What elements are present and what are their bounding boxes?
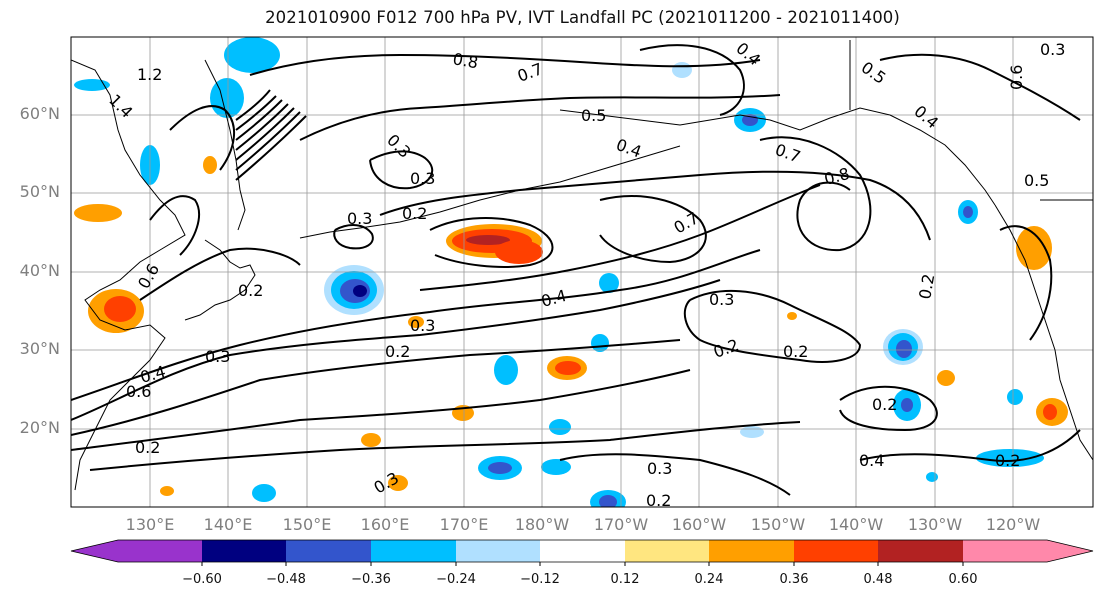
colorbar-extend-high <box>1047 540 1093 562</box>
colorbar-bin <box>625 540 709 562</box>
contour-label: 0.3 <box>647 459 672 478</box>
colorbar-tick-label: −0.60 <box>182 572 222 587</box>
colorbar-tick-label: 0.12 <box>610 572 640 587</box>
lon-label: 130°W <box>907 515 963 534</box>
contour-label: 0.3 <box>205 347 230 366</box>
lon-label: 160°W <box>671 515 727 534</box>
lon-label: 140°W <box>828 515 884 534</box>
colorbar-outline <box>70 539 1094 563</box>
contour-label: 0.4 <box>859 451 884 470</box>
contour-label: 0.2 <box>872 395 897 414</box>
contour-label: 0.2 <box>995 451 1020 470</box>
contour-label: 0.3 <box>410 316 435 335</box>
contour-label: 0.3 <box>347 209 372 228</box>
colorbar-tick-label: −0.48 <box>266 572 306 587</box>
colorbar <box>70 539 1094 566</box>
contour-label: 0.3 <box>1040 40 1065 59</box>
colorbar-tick-label: −0.36 <box>351 572 391 587</box>
plot-frame <box>70 36 1094 508</box>
contour-label: 0.2 <box>646 491 671 510</box>
colorbar-bin <box>286 540 371 562</box>
negative-anomaly-patches <box>74 37 1044 507</box>
lon-label: 120°W <box>985 515 1041 534</box>
colorbar-bin <box>794 540 878 562</box>
lon-label: 170°E <box>439 515 489 534</box>
contour-label: 0.2 <box>402 204 427 223</box>
aleutian-islands <box>299 145 681 239</box>
colorbar-tick-label: −0.12 <box>520 572 560 587</box>
colorbar-bin <box>963 540 1047 562</box>
lon-label: 160°E <box>360 515 410 534</box>
contour-label: 0.2 <box>915 272 938 300</box>
contour-label: 0.3 <box>410 169 435 188</box>
contour-label: 0.2 <box>385 342 410 361</box>
lon-label: 150°W <box>750 515 806 534</box>
lon-label: 170°W <box>593 515 649 534</box>
contour-label: 0.6 <box>126 382 151 401</box>
colorbar-extend-low <box>71 540 118 562</box>
map-title: 2021010900 F012 700 hPa PV, IVT Landfall… <box>265 8 900 27</box>
lat-label: 60°N <box>19 104 60 123</box>
colorbar-bin <box>202 540 286 562</box>
colorbar-tick-label: 0.36 <box>779 572 809 587</box>
lat-label: 30°N <box>19 339 60 358</box>
colorbar-bin <box>878 540 963 562</box>
coastlines <box>71 40 1093 491</box>
contour-label: 0.5 <box>581 106 606 125</box>
lat-label: 40°N <box>19 261 60 280</box>
lon-label: 150°E <box>282 515 332 534</box>
colorbar-tick-label: 0.60 <box>948 572 978 587</box>
colorbar-bin <box>456 540 540 562</box>
contour-label: 0.5 <box>1024 171 1049 190</box>
contour-label: 1.2 <box>137 65 162 84</box>
contour-label: 0.3 <box>709 290 734 309</box>
colorbar-tick-label: 0.48 <box>863 572 893 587</box>
colorbar-bin <box>371 540 456 562</box>
pv-contours <box>71 44 1081 496</box>
contour-label: 0.2 <box>783 342 808 361</box>
colorbar-bin <box>540 540 625 562</box>
japan-coastline <box>184 239 256 321</box>
lon-label: 180°W <box>514 515 570 534</box>
colorbar-bin <box>118 540 202 562</box>
lon-label: 130°E <box>125 515 175 534</box>
contour-label: 0.2 <box>238 281 263 300</box>
alaska-coastline <box>559 107 996 206</box>
colorbar-tick-marks <box>201 562 964 566</box>
colorbar-bin <box>709 540 794 562</box>
colorbar-tick-label: −0.24 <box>436 572 476 587</box>
contour-label: 0.6 <box>1007 65 1026 90</box>
colorbar-tick-label: 0.24 <box>694 572 724 587</box>
lon-label: 140°E <box>203 515 253 534</box>
lat-label: 50°N <box>19 182 60 201</box>
lat-label: 20°N <box>19 418 60 437</box>
contour-label: 0.2 <box>135 438 160 457</box>
contour-label: 0.8 <box>451 49 479 72</box>
north-america-coastline <box>994 204 1093 461</box>
asia-coastline <box>71 59 186 491</box>
